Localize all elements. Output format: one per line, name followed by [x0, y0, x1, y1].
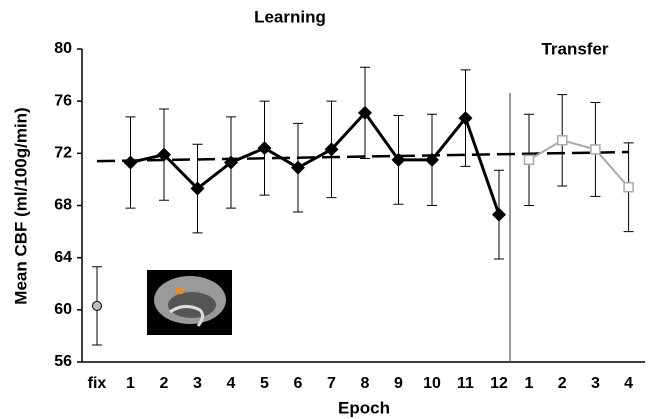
- x-tick-label: 1: [525, 375, 534, 392]
- x-tick-label: 10: [423, 375, 441, 392]
- y-tick-label: 68: [54, 197, 72, 214]
- x-tick-label: 4: [227, 375, 236, 392]
- marker: [525, 155, 534, 164]
- marker: [93, 301, 102, 310]
- x-tick-label: 3: [591, 375, 600, 392]
- series-line: [131, 113, 500, 215]
- x-tick-label: 1: [126, 375, 135, 392]
- x-tick-label: 9: [394, 375, 403, 392]
- x-tick-label: 11: [457, 375, 474, 392]
- marker: [558, 136, 567, 145]
- x-tick-label: 3: [193, 375, 202, 392]
- trend-line: [97, 152, 629, 161]
- y-tick-label: 80: [54, 40, 72, 57]
- x-tick-label: 6: [294, 375, 303, 392]
- x-tick-label: 2: [558, 375, 567, 392]
- marker: [492, 208, 506, 222]
- x-tick-label: 4: [624, 375, 633, 392]
- x-tick-label: 5: [260, 375, 269, 392]
- x-tick-label: 2: [160, 375, 169, 392]
- chart: Learning Transfer Epoch Mean CBF (ml/100…: [0, 0, 653, 419]
- marker: [624, 183, 633, 192]
- marker: [258, 141, 272, 155]
- y-tick-label: 60: [54, 301, 72, 318]
- x-tick-label: 7: [327, 375, 336, 392]
- x-axis-label: Epoch: [338, 398, 390, 417]
- y-tick-label: 56: [54, 353, 72, 370]
- series-line: [529, 140, 629, 187]
- y-tick-label: 64: [54, 249, 72, 266]
- y-tick-label: 72: [54, 145, 72, 162]
- y-axis-label: Mean CBF (ml/100g/min): [11, 107, 30, 304]
- x-tick-label: 12: [490, 375, 508, 392]
- marker: [591, 145, 600, 154]
- x-tick-label: fix: [88, 375, 107, 392]
- brain-inset: [147, 270, 232, 335]
- chart-title: Learning: [254, 7, 326, 26]
- y-tick-label: 76: [54, 92, 72, 109]
- transfer-title: Transfer: [541, 39, 608, 58]
- x-tick-label: 8: [361, 375, 370, 392]
- marker: [291, 161, 305, 175]
- marker: [124, 155, 138, 169]
